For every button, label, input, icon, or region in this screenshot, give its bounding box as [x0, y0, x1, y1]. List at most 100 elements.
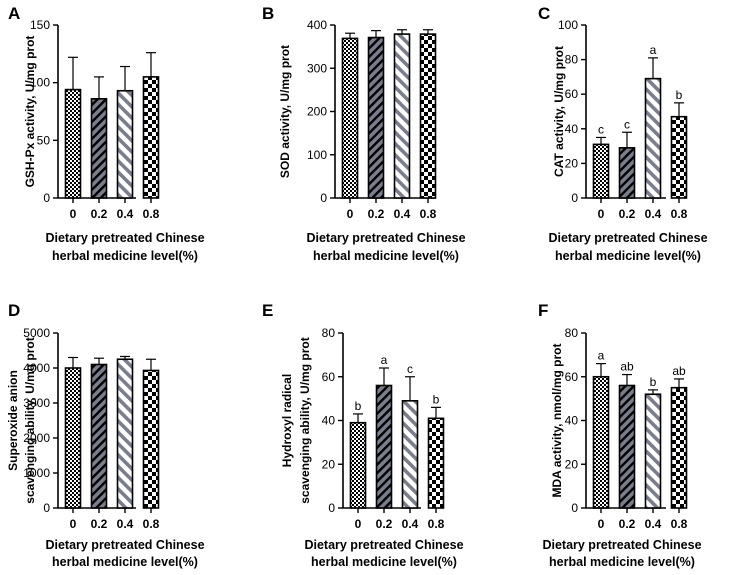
x-axis-title: Dietary pretreated Chinese [45, 231, 204, 245]
error-bar [94, 76, 104, 99]
error-bar [596, 136, 606, 145]
y-tick-label: 1000 [23, 466, 50, 480]
x-tick-label: 0 [347, 207, 354, 221]
error-bar [146, 358, 156, 371]
panel-label: A [8, 4, 20, 23]
x-tick-label: 0.2 [376, 517, 393, 531]
bar-b-0 [341, 37, 359, 199]
y-tick-label: 60 [565, 87, 579, 101]
error-bar [596, 363, 606, 377]
y-tick-label: 0 [43, 501, 50, 515]
bar-a-0 [64, 88, 82, 199]
y-tick-label: 200 [307, 105, 327, 119]
x-tick-label: 0.2 [91, 207, 108, 221]
y-axis-title: scavenging ability, U/mg prot [23, 337, 37, 503]
x-tick-label: 0 [70, 517, 77, 531]
significance-letter: a [650, 43, 657, 57]
x-tick-label: 0 [70, 207, 77, 221]
x-tick-label: 0.8 [143, 517, 160, 531]
error-bar [371, 30, 381, 38]
bar-e-3 [427, 417, 445, 509]
x-tick-label: 0.2 [619, 207, 636, 221]
significance-letter: a [598, 349, 605, 363]
significance-letter: c [624, 117, 630, 131]
y-axis-title: GSH-Px activity, U/mg prot [23, 36, 37, 188]
x-tick-label: 0.8 [671, 207, 688, 221]
error-bar [353, 413, 363, 423]
x-tick-label: 0.4 [402, 517, 419, 531]
y-tick-label: 4000 [23, 361, 50, 375]
y-tick-label: 20 [565, 156, 579, 170]
y-axis-title: SOD activity, U/mg prot [278, 45, 292, 178]
x-tick-label: 0.4 [645, 207, 662, 221]
y-tick-label: 100 [30, 76, 50, 90]
x-tick-label: 0 [355, 517, 362, 531]
bar-c-0 [592, 143, 610, 199]
x-tick-label: 0.8 [428, 517, 445, 531]
bar-f-1 [618, 384, 636, 509]
bar-b-2 [393, 33, 411, 199]
x-axis-title: Dietary pretreated Chinese [304, 538, 463, 552]
x-axis-title: herbal medicine level(%) [549, 555, 695, 569]
y-tick-label: 3000 [23, 396, 50, 410]
bar-e-0 [349, 421, 367, 509]
panel-b: B 0 100 200 300 400 0 0.2 0.4 0.8 SOD activity, U/… [262, 4, 466, 263]
x-tick-label: 0.4 [394, 207, 411, 221]
panel-a: A 0 50 100 150 0 0.2 0.4 0.8 GSH-Px activity, U/m… [8, 4, 205, 263]
y-axis-title: CAT activity, U/mg prot [552, 46, 566, 177]
y-tick-label: 0 [571, 501, 578, 515]
y-tick-label: 100 [307, 148, 327, 162]
y-tick-label: 40 [565, 122, 579, 136]
y-axis-title: MDA activity, nmol/mg prot [550, 343, 564, 497]
panel-label: F [538, 301, 548, 320]
y-tick-label: 40 [322, 414, 336, 428]
error-bar [622, 373, 632, 386]
bar-c-3 [670, 115, 688, 199]
x-tick-label: 0.2 [368, 207, 385, 221]
significance-letter: a [381, 353, 388, 367]
x-axis-title: herbal medicine level(%) [52, 555, 198, 569]
bar-d-2 [116, 358, 134, 509]
significance-letter: ab [672, 364, 686, 378]
y-tick-label: 20 [565, 457, 579, 471]
error-bar [423, 29, 433, 35]
y-axis-title: Hydroxyl radical [280, 374, 294, 467]
panel-label: B [262, 4, 274, 23]
bar-d-1 [90, 363, 108, 509]
error-bar [345, 32, 355, 39]
panel-label: C [538, 4, 550, 23]
axes: 0 50 100 150 [30, 18, 136, 205]
significance-letter: c [598, 122, 604, 136]
x-axis-title: herbal medicine level(%) [313, 249, 459, 263]
bar-b-1 [367, 36, 385, 199]
y-tick-label: 100 [558, 18, 578, 32]
bar-a-1 [90, 98, 108, 199]
y-tick-label: 80 [565, 53, 579, 67]
x-axis-title: herbal medicine level(%) [311, 555, 457, 569]
y-tick-label: 0 [328, 501, 335, 515]
bar-a-3 [142, 76, 160, 199]
error-bar [674, 102, 684, 117]
y-tick-label: 80 [322, 326, 336, 340]
y-tick-label: 40 [565, 414, 579, 428]
significance-letter: b [676, 88, 683, 102]
bar-b-3 [419, 33, 437, 199]
x-tick-label: 0 [598, 207, 605, 221]
y-tick-label: 400 [307, 18, 327, 32]
y-tick-label: 2000 [23, 431, 50, 445]
y-tick-label: 0 [320, 191, 327, 205]
bar-f-3 [670, 386, 688, 509]
y-tick-label: 50 [37, 133, 51, 147]
panel-label: D [8, 301, 20, 320]
error-bar [146, 52, 156, 77]
y-tick-label: 300 [307, 61, 327, 75]
x-tick-label: 0.8 [143, 207, 160, 221]
x-tick-label: 0.4 [117, 207, 134, 221]
error-bar [648, 389, 658, 395]
bar-d-3 [142, 369, 160, 509]
y-tick-label: 0 [571, 191, 578, 205]
bar-e-1 [375, 384, 393, 509]
x-axis-title: Dietary pretreated Chinese [306, 231, 465, 245]
significance-letter: b [355, 399, 362, 413]
